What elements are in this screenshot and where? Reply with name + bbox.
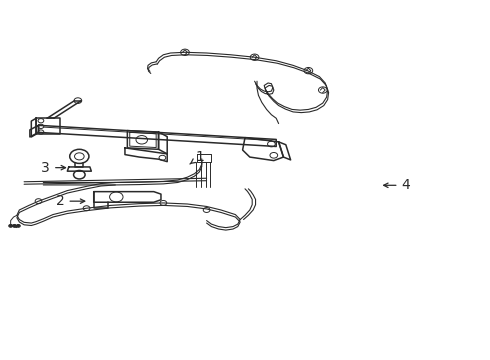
Circle shape	[17, 224, 20, 227]
Text: 4: 4	[384, 178, 410, 192]
Circle shape	[9, 224, 13, 227]
Text: 2: 2	[56, 194, 85, 208]
Text: 3: 3	[41, 161, 66, 175]
Text: 1: 1	[190, 150, 204, 164]
Circle shape	[13, 224, 17, 227]
